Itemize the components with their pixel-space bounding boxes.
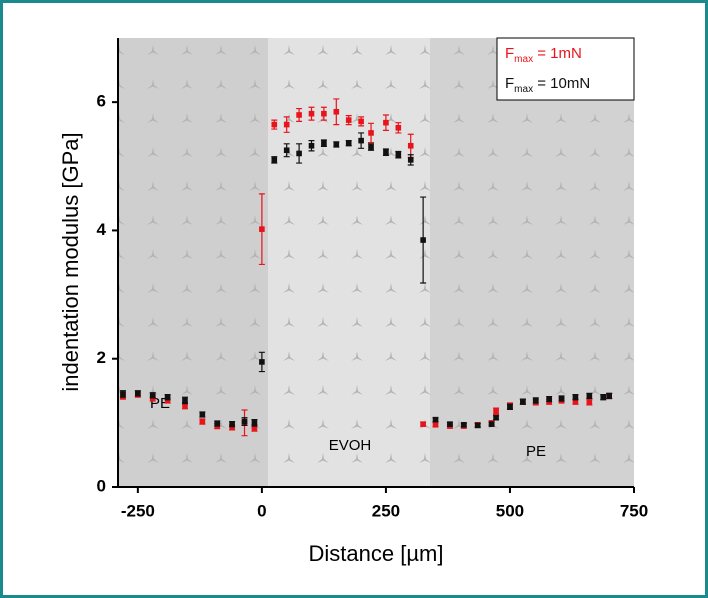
point	[345, 140, 352, 146]
y-axis-label: indentation modulus [GPa]	[58, 132, 83, 391]
point	[507, 404, 513, 410]
point	[420, 237, 426, 243]
point	[283, 121, 290, 128]
annotation: EVOH	[329, 437, 372, 454]
legend-entry: Fmax = 10mN	[505, 75, 590, 95]
legend-box	[496, 37, 635, 101]
point	[383, 149, 389, 155]
point	[432, 421, 439, 428]
point	[407, 157, 414, 163]
legend-entry: Fmax = 1mN	[505, 45, 582, 65]
point	[229, 421, 235, 427]
y-tick-label: 2	[97, 348, 106, 367]
point	[251, 420, 258, 426]
y-tick-label: 6	[97, 92, 106, 111]
point	[149, 392, 156, 399]
point	[572, 394, 579, 400]
point	[600, 394, 607, 400]
x-tick-label: -250	[121, 501, 155, 520]
point	[407, 142, 414, 149]
x-tick-label: 750	[620, 501, 648, 520]
annotation: PE	[526, 443, 546, 460]
point	[474, 422, 481, 429]
point	[586, 399, 593, 406]
point	[283, 147, 290, 154]
point	[493, 414, 499, 421]
point	[345, 117, 352, 123]
x-tick-label: 500	[496, 501, 524, 520]
point	[308, 110, 315, 117]
chart: PE EVOH PE Distance [µm] indentation mod…	[58, 37, 648, 566]
point	[214, 420, 221, 427]
point	[120, 391, 126, 397]
point	[271, 121, 278, 128]
point	[395, 125, 402, 131]
point	[368, 144, 374, 150]
point	[251, 425, 258, 431]
point	[229, 424, 235, 431]
point	[420, 421, 426, 427]
point	[296, 150, 302, 157]
point	[135, 390, 141, 397]
point	[308, 142, 315, 149]
point	[383, 119, 389, 126]
point	[368, 130, 374, 136]
plot: PE EVOH PE Distance [µm] indentation mod…	[58, 37, 648, 566]
point	[149, 395, 156, 402]
point	[321, 110, 327, 117]
point	[606, 393, 612, 399]
y-tick-label: 0	[97, 476, 106, 495]
point	[461, 421, 467, 428]
point	[493, 408, 499, 415]
point	[333, 141, 340, 148]
y-tick-label: 4	[97, 220, 107, 239]
point	[182, 397, 188, 404]
point	[296, 112, 302, 118]
point	[333, 108, 340, 115]
point	[532, 397, 539, 404]
point	[199, 418, 206, 425]
point	[271, 157, 278, 163]
point	[546, 396, 552, 402]
point	[259, 359, 265, 365]
point	[259, 226, 265, 232]
point	[358, 137, 364, 144]
indent-pattern	[118, 38, 634, 487]
point	[432, 416, 439, 423]
point	[488, 421, 495, 427]
point	[321, 140, 327, 146]
x-tick-label: 250	[372, 501, 400, 520]
point	[241, 418, 248, 425]
x-tick-label: 0	[257, 501, 266, 520]
point	[586, 393, 593, 399]
point	[164, 394, 171, 400]
point	[572, 398, 579, 405]
point	[558, 395, 565, 402]
point	[199, 411, 206, 418]
point	[520, 398, 526, 405]
x-axis-label: Distance [µm]	[309, 541, 444, 566]
point	[182, 402, 188, 409]
point	[164, 397, 171, 404]
point	[395, 151, 402, 158]
point	[447, 421, 453, 427]
point	[358, 118, 364, 125]
